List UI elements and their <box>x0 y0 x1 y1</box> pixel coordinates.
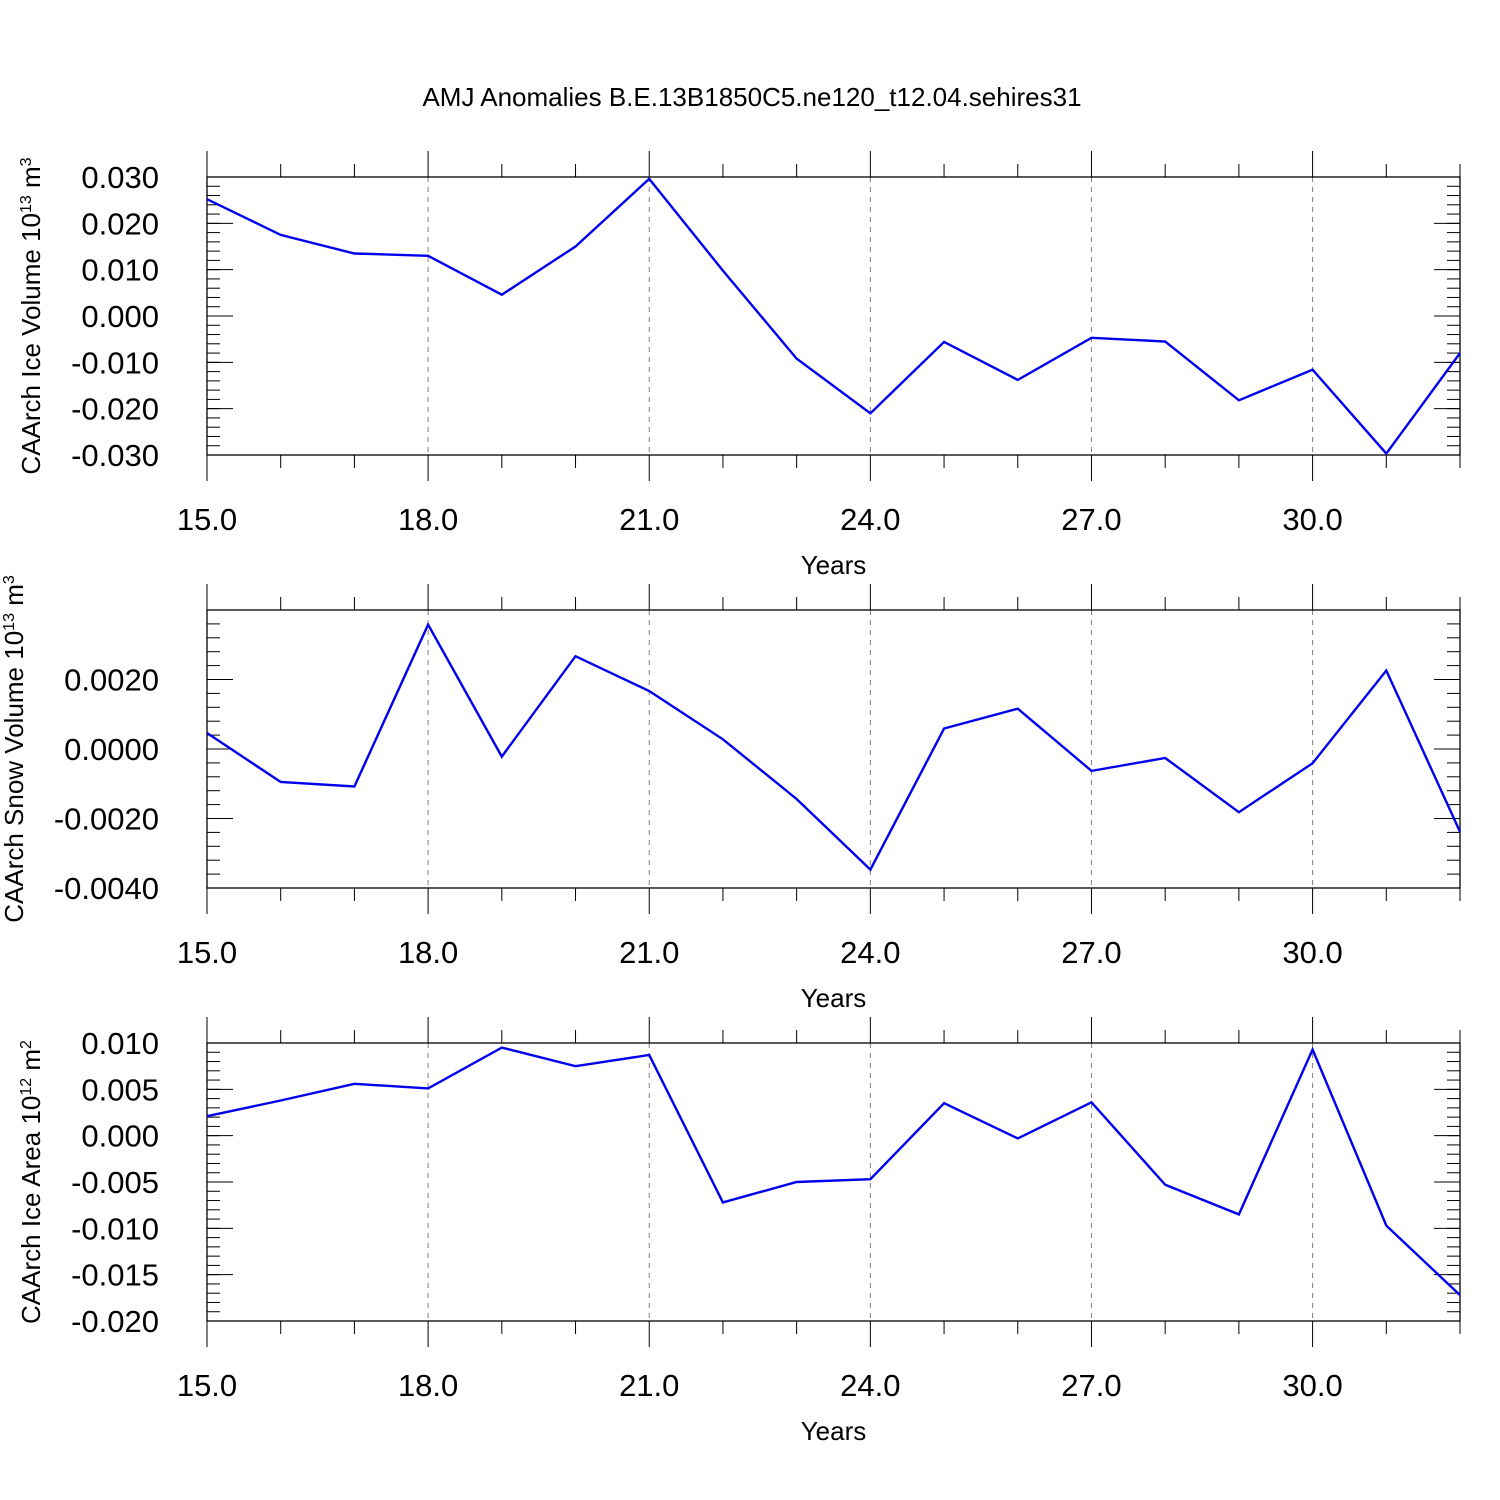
y-tick-label: -0.010 <box>71 1211 159 1246</box>
chart-panel-1: 15.0 18.0 21.0 24.0 27.0 30.0 Years -0.030 -0.02… <box>16 151 1461 580</box>
x-tick-label: 27.0 <box>1061 502 1121 537</box>
x-tick-label: 15.0 <box>177 1368 237 1403</box>
y-axis-label: CAArch Ice Volume 1013 m3 <box>16 157 46 474</box>
x-tick-label: 30.0 <box>1282 502 1342 537</box>
x-tick-label: 21.0 <box>619 502 679 537</box>
chart-panel-2: 15.0 18.0 21.0 24.0 27.0 30.0 Years -0.0040 -0.0… <box>0 575 1462 1013</box>
x-tick-label: 18.0 <box>398 1368 458 1403</box>
y-tick-label: -0.0040 <box>54 871 159 906</box>
x-tick-label: 27.0 <box>1061 935 1121 970</box>
figure-title: AMJ Anomalies B.E.13B1850C5.ne120_t12.04… <box>422 82 1081 112</box>
y-tick-label: -0.030 <box>71 438 159 473</box>
y-axis-label: CAArch Ice Area 1012 m2 <box>16 1040 46 1324</box>
y-axis-label-part: m <box>16 1049 46 1078</box>
y-tick-label: -0.020 <box>71 392 159 427</box>
y-tick-label: 0.020 <box>81 206 159 241</box>
plot-frame <box>206 609 1461 889</box>
y-tick-label: 0.0020 <box>64 663 159 698</box>
x-tick-label: 21.0 <box>619 1368 679 1403</box>
x-tick-label: 15.0 <box>177 502 237 537</box>
chart-panel-3: 15.0 18.0 21.0 24.0 27.0 30.0 Years -0.020 -0.01… <box>16 1017 1461 1446</box>
series-line <box>206 177 1461 456</box>
series-line <box>206 1046 1461 1296</box>
y-tick-label: 0.030 <box>81 160 159 195</box>
x-tick-label: 24.0 <box>840 1368 900 1403</box>
x-tick-label: 18.0 <box>398 935 458 970</box>
y-tick-label: 0.000 <box>81 1119 159 1154</box>
x-tick-label: 18.0 <box>398 502 458 537</box>
y-axis-label-superscript: 3 <box>18 157 35 166</box>
plot-frame <box>206 1042 1461 1322</box>
x-axis-label: Years <box>801 983 867 1013</box>
y-tick-label: 0.0000 <box>64 732 159 767</box>
y-tick-label: 0.005 <box>81 1072 159 1107</box>
y-axis-label-superscript: 2 <box>18 1040 35 1049</box>
y-tick-label: -0.015 <box>71 1258 159 1293</box>
y-axis-label-part: CAArch Ice Volume 10 <box>16 213 46 475</box>
y-axis-label-superscript: 13 <box>18 195 35 213</box>
series-line <box>206 621 1462 872</box>
y-axis-label-part: CAArch Ice Area 10 <box>16 1096 46 1324</box>
x-tick-label: 30.0 <box>1282 1368 1342 1403</box>
panels: 15.0 18.0 21.0 24.0 27.0 30.0 Years -0.030 -0.02… <box>0 151 1462 1446</box>
x-axis-label: Years <box>801 550 867 580</box>
x-axis-label: Years <box>801 1416 867 1446</box>
y-axis-label-part: CAArch Snow Volume 10 <box>0 631 29 923</box>
x-tick-label: 30.0 <box>1282 935 1342 970</box>
y-axis-label-part: m <box>16 166 46 195</box>
x-tick-label: 21.0 <box>619 935 679 970</box>
y-axis-label-part: m <box>0 584 29 613</box>
x-tick-label: 24.0 <box>840 502 900 537</box>
y-axis-label-superscript: 13 <box>1 613 18 631</box>
y-tick-label: -0.020 <box>71 1304 159 1339</box>
plot-frame <box>206 176 1461 456</box>
x-tick-label: 27.0 <box>1061 1368 1121 1403</box>
y-tick-label: 0.010 <box>81 1026 159 1061</box>
y-tick-label: -0.0020 <box>54 802 159 837</box>
y-tick-label: 0.010 <box>81 253 159 288</box>
x-tick-label: 15.0 <box>177 935 237 970</box>
x-tick-label: 24.0 <box>840 935 900 970</box>
y-tick-label: 0.000 <box>81 299 159 334</box>
y-axis-label: CAArch Snow Volume 1013 m3 <box>0 575 29 923</box>
y-tick-label: -0.010 <box>71 345 159 380</box>
y-axis-label-superscript: 3 <box>1 575 18 584</box>
y-axis-label-superscript: 12 <box>18 1078 35 1096</box>
y-tick-label: -0.005 <box>71 1165 159 1200</box>
